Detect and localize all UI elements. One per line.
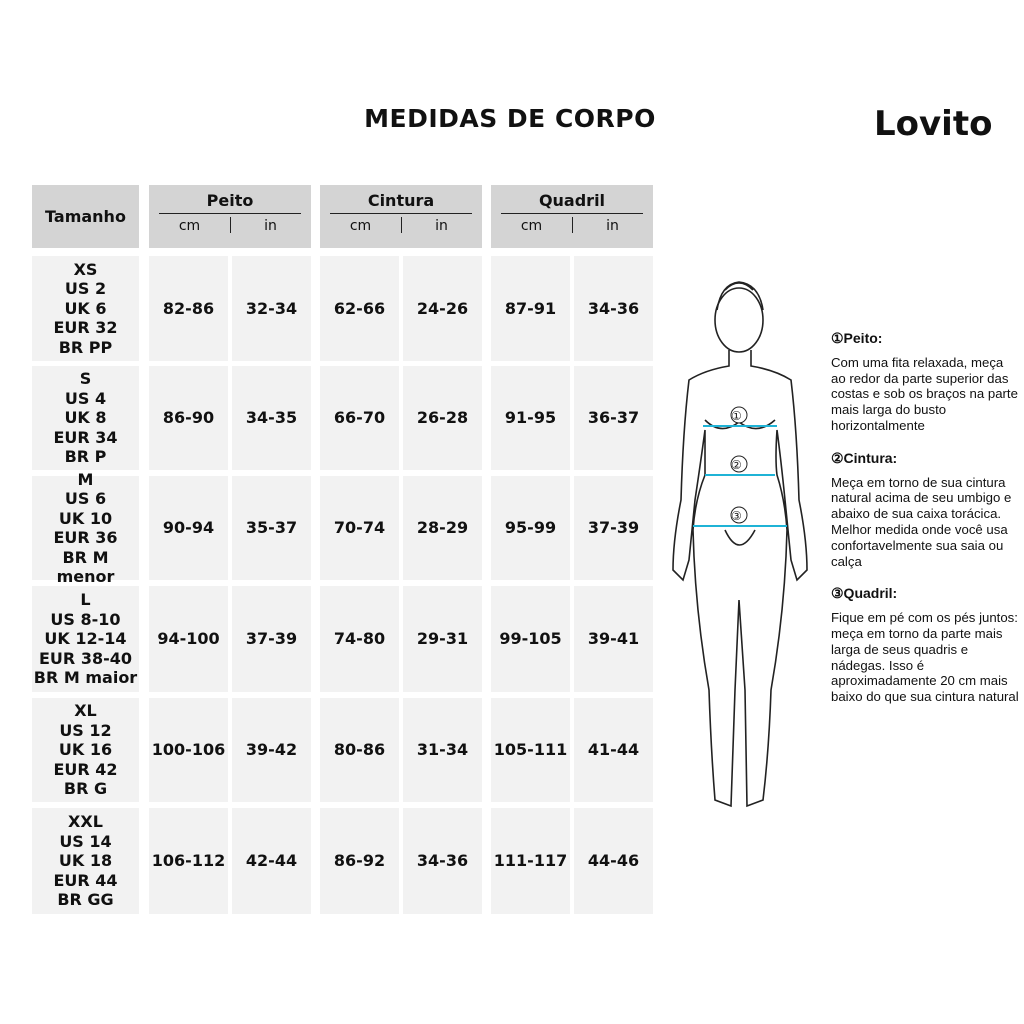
head [714,287,764,353]
header-group-quadril: Quadril cm in [491,185,653,248]
note-hip-text: Fique em pé com os pés juntos: meça em t… [831,610,1019,705]
size-cell: M US 6 UK 10 EUR 36 BR M menor [32,470,139,586]
header-group-cintura: Cintura cm in [320,185,482,248]
value-cell: 74-80 [320,586,399,692]
value-cell: 39-41 [574,586,653,692]
size-header: Tamanho [32,185,139,248]
value-cell: 106-112 [149,808,228,914]
value-cell: 31-34 [403,698,482,802]
body-figure: ① ② ③ [672,281,808,808]
value-cell: 66-70 [320,366,399,470]
value-cell: 28-29 [403,476,482,580]
page-title: MEDIDAS DE CORPO [364,104,656,133]
unit-cm: cm [520,218,543,234]
value-cell: 86-92 [320,808,399,914]
value-cell: 36-37 [574,366,653,470]
value-cell: 34-35 [232,366,311,470]
value-cell: 70-74 [320,476,399,580]
marker-1: ① [731,409,742,423]
value-cell: 34-36 [574,256,653,361]
note-waist-text: Meça em torno de sua cintura natural aci… [831,474,1012,569]
value-cell: 91-95 [491,366,570,470]
unit-cm: cm [178,218,201,234]
hair [716,281,764,311]
value-cell: 99-105 [491,586,570,692]
group-label: Quadril [538,191,606,210]
group-label: Peito [206,191,254,210]
divider [401,217,402,233]
size-cell: S US 4 UK 8 EUR 34 BR P [32,366,139,470]
unit-in: in [435,218,448,234]
value-cell: 82-86 [149,256,228,361]
value-cell: 86-90 [149,366,228,470]
marker-3: ③ [731,509,742,523]
group-label: Cintura [367,191,435,210]
value-cell: 29-31 [403,586,482,692]
value-cell: 111-117 [491,808,570,914]
divider [230,217,231,233]
value-cell: 34-36 [403,808,482,914]
unit-cm: cm [349,218,372,234]
value-cell: 24-26 [403,256,482,361]
value-cell: 41-44 [574,698,653,802]
value-cell: 90-94 [149,476,228,580]
value-cell: 39-42 [232,698,311,802]
marker-2: ② [731,458,742,472]
size-cell: XXL US 14 UK 18 EUR 44 BR GG [32,808,139,914]
divider [501,213,643,214]
size-cell: XL US 12 UK 16 EUR 42 BR G [32,698,139,802]
value-cell: 87-91 [491,256,570,361]
note-chest-heading: ①Peito: [831,330,883,346]
size-cell: XS US 2 UK 6 EUR 32 BR PP [32,256,139,361]
unit-in: in [264,218,277,234]
value-cell: 37-39 [232,586,311,692]
divider [159,213,301,214]
size-cell: L US 8-10 UK 12-14 EUR 38-40 BR M maior [32,586,139,692]
value-cell: 62-66 [320,256,399,361]
value-cell: 42-44 [232,808,311,914]
body-outline [672,350,808,808]
value-cell: 26-28 [403,366,482,470]
divider [330,213,472,214]
value-cell: 94-100 [149,586,228,692]
note-chest-text: Com uma fita relaxada, meça ao redor da … [831,354,1018,433]
value-cell: 95-99 [491,476,570,580]
value-cell: 100-106 [149,698,228,802]
value-cell: 32-34 [232,256,311,361]
value-cell: 35-37 [232,476,311,580]
value-cell: 44-46 [574,808,653,914]
header-group-peito: Peito cm in [149,185,311,248]
measurement-notes: ①Peito: Com uma fita relaxada, meça ao r… [831,330,1021,722]
note-hip-heading: ③Quadril: [831,585,898,602]
value-cell: 105-111 [491,698,570,802]
note-waist-heading: ②Cintura: [831,449,898,466]
brand-logo: Lovito [874,104,993,144]
divider [572,217,573,233]
value-cell: 37-39 [574,476,653,580]
unit-in: in [606,218,619,234]
value-cell: 80-86 [320,698,399,802]
